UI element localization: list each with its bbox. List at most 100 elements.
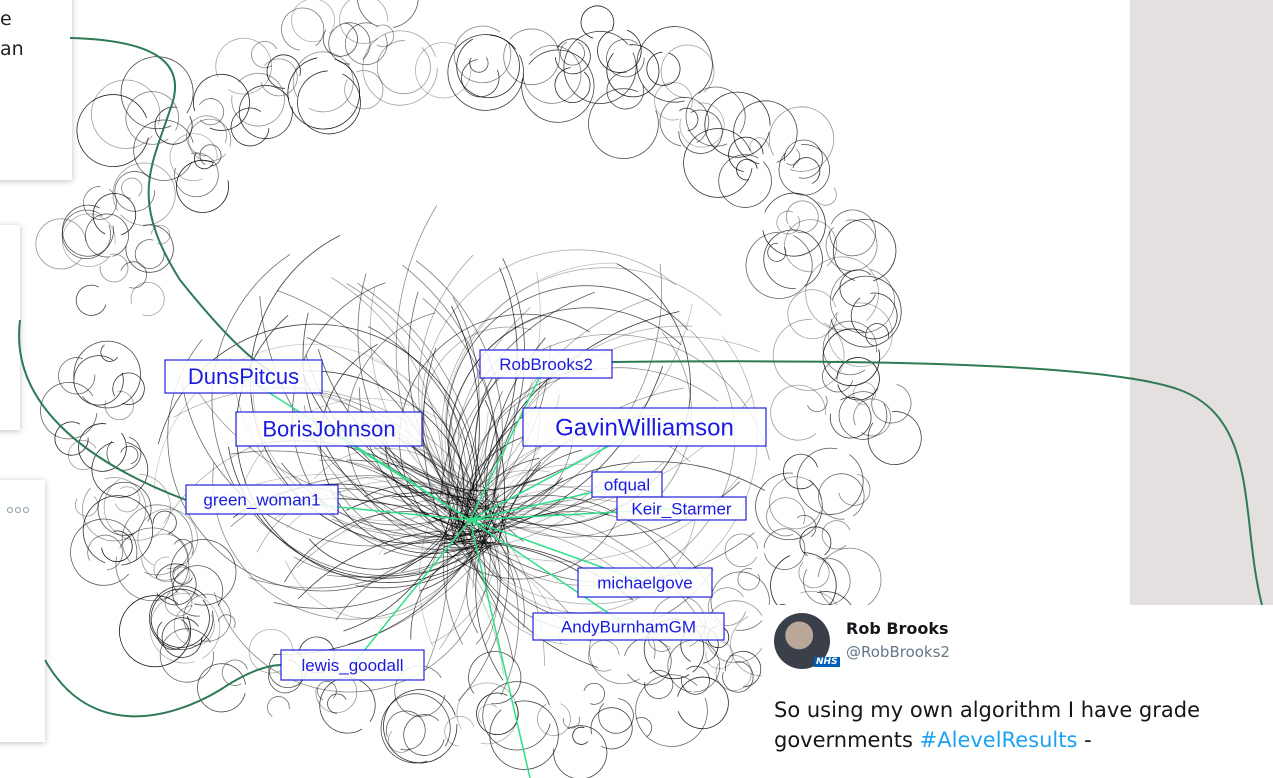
edge <box>115 487 139 512</box>
edge <box>416 261 503 501</box>
edge <box>36 219 86 269</box>
page: {"fragments": {"card1_line1": "e", "card… <box>0 0 1273 778</box>
edge <box>478 705 496 724</box>
edge <box>719 155 772 208</box>
edge <box>457 304 693 491</box>
author-name[interactable]: Rob Brooks <box>846 619 949 638</box>
edge <box>239 85 292 138</box>
edge <box>40 382 96 439</box>
edge <box>581 6 614 38</box>
edge <box>589 89 659 159</box>
edge <box>591 708 632 749</box>
node-label: michaelgove <box>597 573 692 592</box>
edge <box>160 629 213 682</box>
edge <box>818 188 837 206</box>
edge <box>281 8 323 50</box>
edge <box>100 254 128 282</box>
edge <box>854 399 891 436</box>
edge <box>377 41 430 94</box>
edge <box>771 385 826 440</box>
edge <box>162 618 202 658</box>
edge <box>783 454 817 489</box>
edge <box>822 521 850 549</box>
edge <box>655 82 693 120</box>
edge <box>340 0 388 43</box>
edge <box>122 505 192 575</box>
edge <box>62 210 111 259</box>
edge <box>598 30 642 73</box>
edge <box>868 411 921 464</box>
edge <box>679 108 698 130</box>
edge <box>445 716 474 746</box>
edge <box>746 232 812 298</box>
node-label: ofqual <box>604 475 650 494</box>
edge <box>625 638 672 685</box>
edge <box>793 158 820 184</box>
edge <box>831 276 901 347</box>
edge <box>823 329 880 386</box>
edge <box>174 567 190 583</box>
edge <box>839 474 870 505</box>
edge <box>76 285 106 315</box>
edge <box>764 230 823 289</box>
edge <box>88 535 123 570</box>
edge <box>121 446 138 463</box>
edge <box>122 178 142 198</box>
edge <box>738 568 760 590</box>
edge <box>716 655 751 690</box>
node-label: AndyBurnhamGM <box>561 617 696 636</box>
edge <box>779 145 830 196</box>
edge <box>293 52 353 112</box>
edge <box>176 160 228 212</box>
edge <box>126 225 173 272</box>
hashtag[interactable]: #AlevelResults <box>920 728 1078 752</box>
edge <box>504 29 560 85</box>
edge <box>357 0 418 27</box>
edge <box>328 694 347 713</box>
node-label: BorisJohnson <box>262 417 395 442</box>
tweet-line: So using my own algorithm I have grade <box>774 695 1200 725</box>
edge <box>830 269 894 332</box>
node-label: Keir_Starmer <box>631 499 731 518</box>
edge <box>231 108 269 146</box>
edge <box>797 448 863 514</box>
edge <box>150 593 220 663</box>
edge <box>348 543 491 644</box>
edge <box>768 243 786 261</box>
badge: NHS <box>814 657 840 667</box>
avatar[interactable]: NHS <box>774 613 830 669</box>
edge <box>786 149 799 164</box>
edge <box>764 529 805 570</box>
edge <box>563 717 579 728</box>
author-handle[interactable]: @RobBrooks2 <box>846 643 950 661</box>
edge <box>522 50 594 122</box>
edge <box>457 35 520 98</box>
edge <box>851 293 897 339</box>
node-label: lewis_goodall <box>301 656 403 675</box>
edge <box>74 341 141 408</box>
edge <box>126 92 179 145</box>
edge <box>292 0 335 42</box>
edge <box>555 68 590 103</box>
edge <box>470 58 488 73</box>
tweet-line: governments #AlevelResults - <box>774 725 1200 755</box>
edge <box>252 41 277 67</box>
edge <box>267 696 289 716</box>
edge <box>830 397 871 438</box>
node-label: DunsPitcus <box>188 364 299 389</box>
edge <box>490 701 559 770</box>
edge <box>131 282 164 315</box>
edge <box>537 704 570 736</box>
edge <box>381 694 450 763</box>
edge <box>681 666 709 694</box>
edge <box>523 46 581 104</box>
node-label: RobBrooks2 <box>499 355 593 374</box>
edge <box>121 57 193 129</box>
edge <box>58 358 94 394</box>
edge <box>750 138 769 155</box>
edge <box>363 31 438 106</box>
edge <box>121 262 147 288</box>
edge <box>636 675 708 747</box>
edge <box>725 534 758 567</box>
edge <box>75 496 97 516</box>
